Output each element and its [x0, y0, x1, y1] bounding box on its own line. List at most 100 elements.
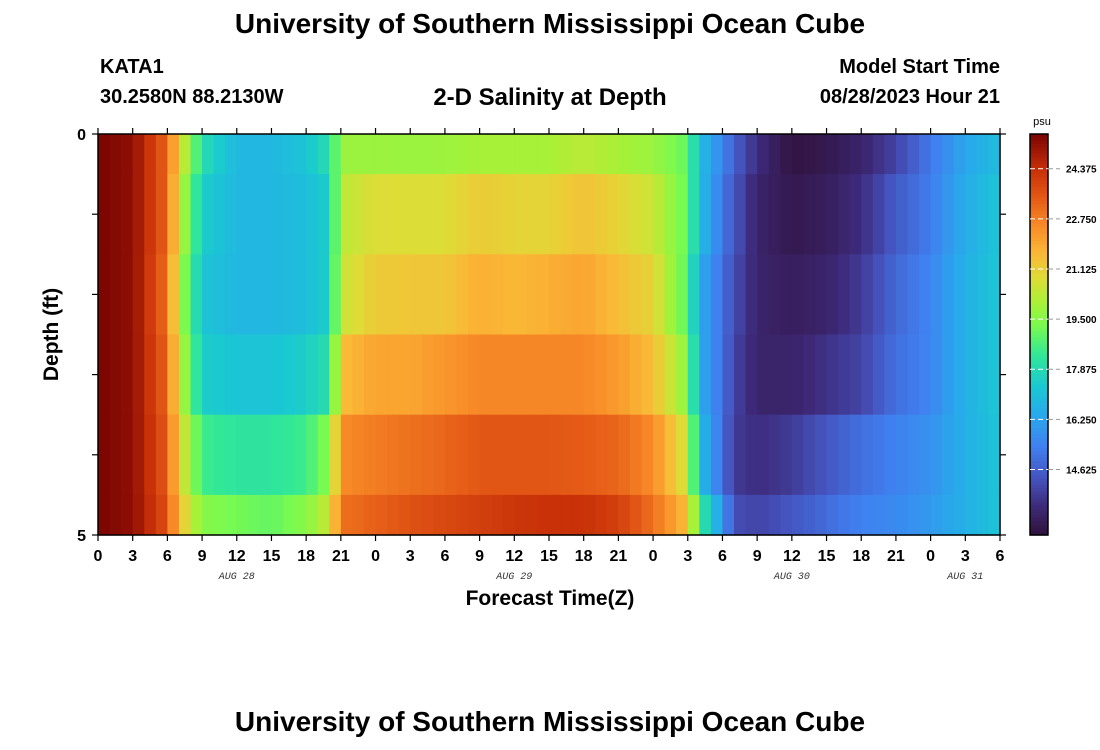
- heatmap-cell: [514, 254, 527, 336]
- heatmap-cell: [687, 254, 700, 336]
- heatmap-cell: [491, 494, 504, 536]
- heatmap-cell: [317, 174, 330, 255]
- colorbar-segment: [1030, 414, 1048, 419]
- heatmap-cell: [433, 414, 446, 496]
- heatmap-cell: [745, 414, 758, 496]
- heatmap-cell: [745, 174, 758, 255]
- heatmap-cell: [98, 334, 111, 416]
- heatmap-cell: [653, 174, 666, 255]
- heatmap-cell: [167, 174, 180, 255]
- colorbar-segment: [1030, 271, 1048, 275]
- heatmap-cell: [248, 254, 261, 336]
- heatmap-cell: [502, 254, 515, 336]
- colorbar-segment: [1030, 448, 1048, 453]
- x-tick-label: 3: [406, 548, 415, 565]
- heatmap-cell: [687, 334, 700, 416]
- heatmap-cell: [514, 174, 527, 255]
- heatmap-cell: [722, 254, 735, 336]
- x-tick-label: 12: [505, 548, 523, 565]
- heatmap-cell: [306, 254, 319, 336]
- heatmap-cell: [572, 494, 585, 536]
- heatmap-cell: [317, 254, 330, 336]
- heatmap-cell: [375, 494, 388, 536]
- heatmap-cell: [826, 334, 839, 416]
- heatmap-cell: [687, 414, 700, 496]
- heatmap-cell: [479, 414, 492, 496]
- heatmap-cell: [167, 414, 180, 496]
- colorbar-segment: [1030, 240, 1048, 245]
- heatmap-cell: [618, 334, 631, 416]
- heatmap-cell: [884, 134, 897, 175]
- heatmap-cell: [155, 414, 168, 496]
- heatmap-cell: [861, 174, 874, 255]
- heatmap-cell: [155, 254, 168, 336]
- colorbar-segment: [1030, 184, 1048, 189]
- heatmap-cell: [699, 254, 712, 336]
- heatmap-cell: [294, 134, 307, 175]
- heatmap-cell: [410, 334, 423, 416]
- colorbar-segment: [1030, 514, 1048, 519]
- heatmap-cell: [144, 174, 157, 255]
- colorbar-segment: [1030, 411, 1048, 416]
- colorbar-segment: [1030, 200, 1048, 205]
- heatmap-cell: [572, 174, 585, 255]
- heatmap-cell: [132, 494, 145, 536]
- colorbar-segment: [1030, 387, 1048, 392]
- heatmap-cell: [155, 494, 168, 536]
- heatmap-cell: [676, 334, 689, 416]
- colorbar-segment: [1030, 441, 1048, 446]
- heatmap-cell: [907, 414, 920, 496]
- heatmap-cell: [375, 414, 388, 496]
- heatmap-cell: [525, 414, 539, 496]
- heatmap-cell: [803, 414, 816, 496]
- heatmap-cell: [953, 254, 966, 336]
- heatmap-cell: [595, 494, 608, 536]
- heatmap-cell: [98, 174, 111, 255]
- heatmap-cell: [757, 494, 770, 536]
- colorbar-segment: [1030, 264, 1048, 269]
- heatmap-cell: [814, 494, 828, 536]
- heatmap-cell: [283, 334, 296, 416]
- heatmap-cell: [641, 494, 654, 536]
- colorbar-segment: [1030, 367, 1048, 372]
- heatmap-cell: [595, 254, 608, 336]
- heatmap-cell: [722, 174, 735, 255]
- heatmap-cell: [109, 494, 122, 536]
- heatmap-cell: [710, 174, 724, 255]
- heatmap-cell: [352, 334, 365, 416]
- heatmap-cell: [352, 494, 365, 536]
- heatmap-cell: [710, 254, 724, 336]
- heatmap-cell: [710, 134, 724, 175]
- heatmap-cell: [572, 254, 585, 336]
- heatmap-cell: [491, 174, 504, 255]
- heatmap-cell: [826, 414, 839, 496]
- colorbar-segment: [1030, 204, 1048, 209]
- heatmap-cell: [98, 494, 111, 536]
- heatmap-cell: [919, 254, 932, 336]
- colorbar-segment: [1030, 154, 1048, 158]
- heatmap-cell: [468, 134, 481, 175]
- heatmap-cell: [155, 334, 168, 416]
- heatmap-cell: [329, 134, 342, 175]
- heatmap-cell: [641, 414, 654, 496]
- colorbar-segment: [1030, 511, 1048, 516]
- heatmap-cell: [433, 174, 446, 255]
- colorbar-segment: [1030, 468, 1048, 473]
- colorbar-segment: [1030, 374, 1048, 379]
- heatmap-cell: [456, 414, 469, 496]
- colorbar-segment: [1030, 488, 1048, 493]
- heatmap-cell: [98, 254, 111, 336]
- heatmap-cell: [734, 494, 747, 536]
- x-tick-label: 0: [371, 548, 380, 565]
- heatmap-cell: [375, 254, 388, 336]
- y-axis-label: Depth (ft): [40, 288, 63, 381]
- heatmap-cell: [606, 134, 619, 175]
- heatmap-cell: [838, 174, 851, 255]
- heatmap-cell: [988, 494, 1001, 536]
- heatmap-cell: [294, 334, 307, 416]
- colorbar-segment: [1030, 247, 1048, 252]
- heatmap-cell: [144, 134, 157, 175]
- heatmap-cell: [757, 174, 770, 255]
- heatmap-cell: [479, 134, 492, 175]
- heatmap-cell: [791, 174, 805, 255]
